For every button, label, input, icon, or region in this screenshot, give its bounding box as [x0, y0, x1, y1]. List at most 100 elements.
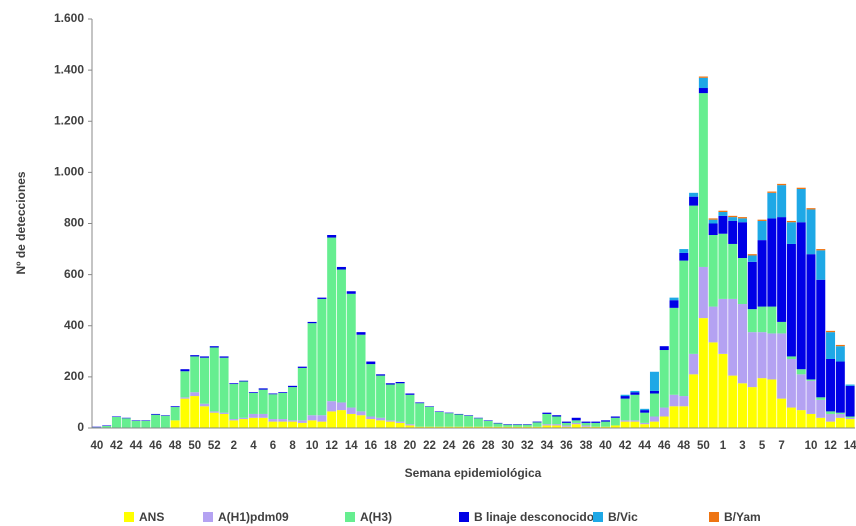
x-tick-label: 42 — [110, 440, 123, 452]
bar-segment — [190, 392, 200, 397]
bar-segment — [796, 369, 806, 375]
x-tick-label: 30 — [501, 440, 514, 452]
bar-segment — [151, 413, 161, 415]
bar-segment — [816, 250, 826, 280]
bar-segment — [679, 260, 689, 397]
bar-segment — [102, 425, 112, 428]
bar-segment — [601, 420, 611, 422]
legend-swatch — [459, 512, 469, 522]
bar-segment — [601, 426, 611, 428]
bar-segment — [728, 215, 738, 218]
bar-segment — [767, 333, 777, 380]
bar-segment — [542, 412, 552, 414]
bar-segment — [268, 394, 278, 420]
bar-segment — [777, 185, 787, 218]
bar-segment — [395, 383, 405, 422]
bar-segment — [816, 417, 826, 428]
bar-segment — [180, 398, 190, 428]
bar-segment — [180, 369, 190, 372]
x-tick-label: 48 — [677, 440, 690, 452]
bar-segment — [581, 425, 591, 427]
bar-segment — [229, 419, 239, 421]
bar-segment — [288, 421, 298, 428]
bar-segment — [845, 416, 855, 418]
bar-segment — [747, 255, 757, 262]
bar-segment — [513, 424, 523, 427]
bar-segment — [786, 358, 796, 408]
bar-segment — [248, 392, 258, 393]
bar-segment — [366, 419, 376, 428]
x-tick-label: 8 — [289, 440, 296, 452]
bar-segment — [219, 356, 229, 358]
bar-segment — [845, 419, 855, 428]
bar-segment — [464, 415, 474, 416]
bar-segment — [571, 417, 581, 421]
bar-segment — [747, 309, 757, 333]
bar-segment — [415, 403, 425, 427]
bar-segment — [131, 420, 141, 428]
bar-segment — [131, 420, 141, 421]
x-tick-label: 46 — [149, 440, 162, 452]
bar-segment — [229, 383, 239, 385]
bar-segment — [718, 210, 728, 212]
bar-segment — [826, 411, 836, 414]
bar-segment — [591, 422, 601, 427]
bar-segment — [757, 220, 767, 241]
bar-segment — [532, 421, 542, 423]
bar-segment — [160, 415, 170, 428]
bar-segment — [317, 415, 327, 422]
bar-segment — [669, 307, 679, 395]
bar-segment — [415, 402, 425, 404]
bar-segment — [493, 422, 503, 424]
bar-segment — [454, 414, 464, 427]
bar-segment — [356, 332, 366, 335]
bar-segment — [826, 332, 836, 359]
bar-segment — [767, 191, 777, 193]
bar-segment — [826, 421, 836, 428]
bar-segment — [199, 403, 209, 407]
y-tick-label: 200 — [64, 369, 84, 383]
bar-segment — [366, 416, 376, 420]
bar-segment — [317, 297, 327, 299]
bar-segment — [718, 353, 728, 428]
bar-segment — [698, 76, 708, 78]
bar-segment — [268, 419, 278, 422]
bar-segment — [728, 217, 738, 221]
bar-segment — [258, 388, 268, 390]
bar-segment — [561, 426, 571, 428]
bar-segment — [610, 416, 620, 418]
bar-segment — [826, 330, 836, 333]
bar-segment — [454, 413, 464, 415]
bar-segment — [845, 385, 855, 417]
bar-segment — [679, 396, 689, 407]
y-tick-label: 0 — [77, 420, 84, 434]
bar-segment — [552, 415, 562, 417]
bar-segment — [209, 347, 219, 412]
bar-segment — [513, 424, 523, 425]
bar-segment — [747, 387, 757, 428]
bar-segment — [689, 374, 699, 428]
bar-segment — [297, 420, 307, 423]
bar-segment — [708, 306, 718, 343]
bar-segment — [366, 364, 376, 417]
bar-segment — [258, 417, 268, 428]
bar-segment — [581, 421, 591, 423]
bar-segment — [190, 356, 200, 393]
bar-segment — [278, 421, 288, 428]
bar-segment — [346, 291, 356, 294]
bar-segment — [532, 426, 542, 428]
bar-segment — [738, 304, 748, 384]
bar-segment — [620, 394, 630, 397]
y-tick-label: 800 — [64, 216, 84, 230]
bar-segment — [698, 266, 708, 319]
x-axis-title: Semana epidemiológica — [405, 466, 542, 480]
bar-segment — [708, 223, 718, 236]
bar-segment — [248, 417, 258, 428]
x-tick-label: 46 — [658, 440, 671, 452]
bar-segment — [268, 421, 278, 428]
bar-segment — [170, 420, 180, 428]
x-tick-label: 36 — [560, 440, 573, 452]
bar-segment — [571, 424, 581, 428]
bar-segment — [346, 407, 356, 414]
bar-segment — [160, 415, 170, 416]
